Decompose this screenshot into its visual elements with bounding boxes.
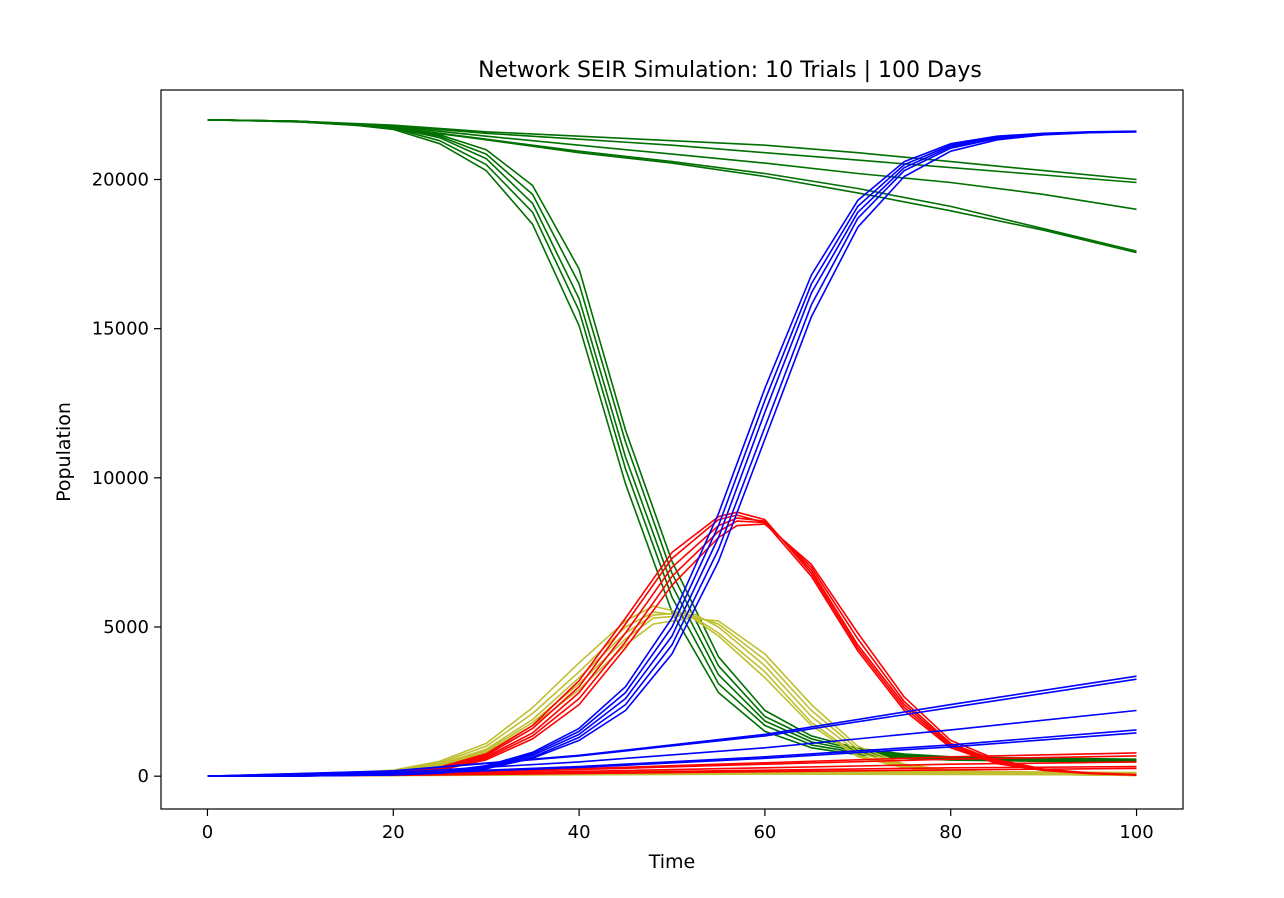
series-line-susceptible-9: [207, 119, 1137, 760]
series-line-recovered-34: [207, 131, 1137, 777]
series-line-recovered-33: [207, 131, 1137, 777]
series-line-exposed-13: [207, 614, 1137, 777]
plot-frame: [160, 89, 1184, 810]
y-tick-label: 5000: [103, 617, 149, 638]
x-axis-label: Time: [648, 851, 696, 873]
series-line-exposed-10: [207, 605, 1137, 777]
y-axis-label: Population: [53, 402, 75, 502]
series-layer: [207, 119, 1137, 777]
y-tick-label: 20000: [92, 170, 149, 191]
series-line-recovered-30: [207, 130, 1137, 777]
series-line-susceptible-6: [207, 119, 1137, 763]
x-tick-label: 20: [382, 822, 405, 843]
x-tick-label: 40: [568, 822, 591, 843]
series-line-susceptible-5: [207, 119, 1137, 763]
y-tick-label: 15000: [92, 319, 149, 340]
series-line-susceptible-8: [207, 119, 1137, 761]
series-line-recovered-32: [207, 130, 1137, 777]
series-line-susceptible-7: [207, 119, 1137, 762]
series-line-susceptible-2: [207, 119, 1137, 211]
x-tick-label: 100: [1119, 822, 1153, 843]
y-axis-ticks: 0 5000 10000 15000 20000: [92, 170, 161, 787]
x-tick-label: 60: [753, 822, 776, 843]
series-line-recovered-39: [207, 732, 1137, 777]
series-line-infected-22: [207, 517, 1137, 777]
series-line-recovered-31: [207, 130, 1137, 777]
series-line-susceptible-1: [207, 119, 1137, 184]
x-axis-ticks: 0 20 40 60 80 100: [202, 809, 1154, 843]
series-line-recovered-37: [207, 709, 1137, 777]
x-tick-label: 80: [939, 822, 962, 843]
x-tick-label: 0: [202, 822, 213, 843]
y-tick-label: 10000: [92, 468, 149, 489]
y-tick-label: 0: [138, 766, 149, 787]
series-line-recovered-36: [207, 678, 1137, 777]
chart-title: Network SEIR Simulation: 10 Trials | 100…: [478, 58, 982, 83]
